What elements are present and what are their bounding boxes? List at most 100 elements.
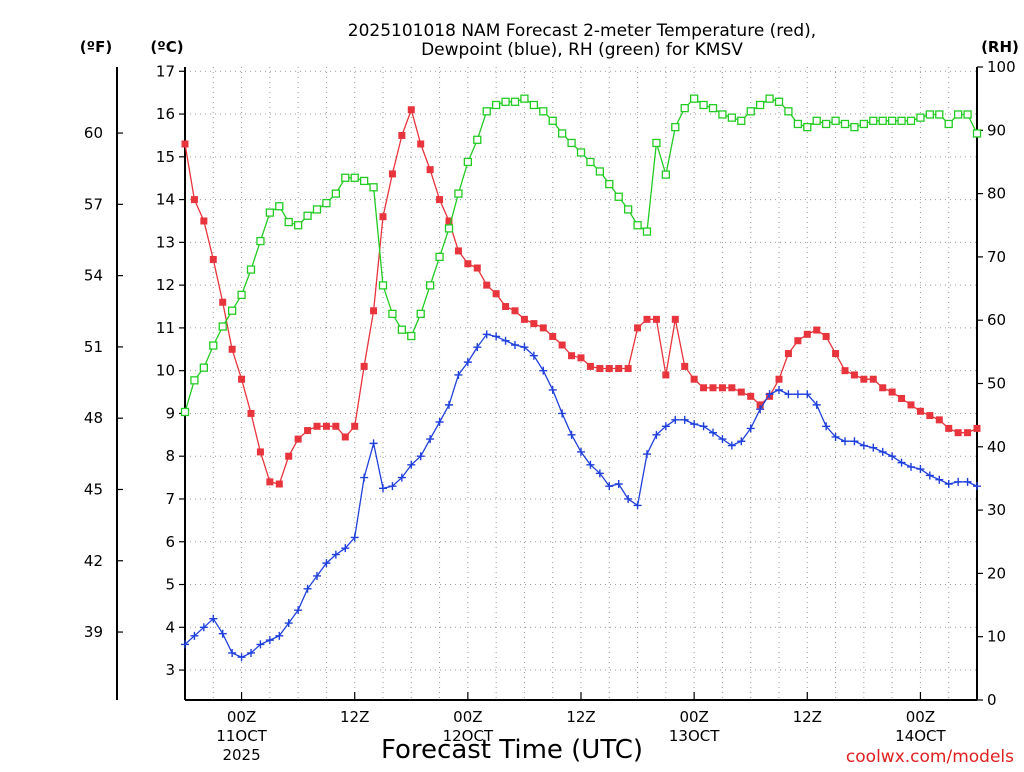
rh-point bbox=[256, 236, 265, 246]
rh-point bbox=[218, 322, 227, 331]
fahrenheit-tick-label: 39 bbox=[84, 623, 103, 641]
dewpoint-point bbox=[209, 614, 218, 623]
temperature-point bbox=[643, 315, 651, 323]
dewpoint-point bbox=[435, 417, 444, 426]
rh-point bbox=[633, 221, 642, 230]
dewpoint-point bbox=[492, 332, 501, 341]
rh-point bbox=[180, 407, 190, 417]
x-tick-label: 12Z bbox=[793, 708, 822, 726]
temperature-point bbox=[756, 401, 764, 409]
dewpoint-point bbox=[737, 437, 746, 446]
temperature-point bbox=[935, 416, 943, 424]
temperature-point bbox=[737, 388, 745, 396]
rh-point bbox=[774, 97, 784, 106]
temperature-point bbox=[256, 448, 264, 456]
temperature-point bbox=[775, 375, 783, 383]
dewpoint-point bbox=[388, 482, 397, 491]
temperature-point bbox=[794, 337, 802, 345]
dewpoint-point bbox=[463, 358, 472, 367]
rh-point bbox=[491, 100, 501, 110]
rh-point bbox=[708, 103, 718, 113]
dewpoint-point bbox=[567, 430, 576, 439]
celsius-tick-label: 15 bbox=[156, 148, 175, 166]
rh-point bbox=[548, 116, 557, 125]
rh-point bbox=[916, 113, 925, 122]
temperature-point bbox=[615, 365, 623, 373]
temperature-point bbox=[181, 140, 189, 148]
temperature-point bbox=[549, 332, 557, 340]
dewpoint-point bbox=[275, 631, 284, 640]
dewpoint-point bbox=[586, 460, 595, 469]
dewpoint-point bbox=[756, 405, 765, 414]
rh-point bbox=[482, 107, 491, 116]
rh-point bbox=[539, 107, 548, 116]
dewpoint-point bbox=[247, 648, 255, 657]
dewpoint-point bbox=[850, 437, 859, 446]
rh-point bbox=[718, 110, 727, 119]
dewpoint-point bbox=[577, 447, 585, 456]
temperature-point bbox=[200, 217, 208, 225]
celsius-tick-label: 4 bbox=[165, 618, 175, 636]
temperature-point bbox=[624, 365, 632, 373]
credit-link[interactable]: coolwx.com/models bbox=[846, 747, 1014, 767]
dewpoint-point bbox=[888, 452, 897, 461]
rh-point bbox=[293, 221, 303, 230]
rh-point bbox=[925, 110, 935, 119]
dewpoint-point bbox=[954, 477, 963, 486]
series-temperature bbox=[181, 106, 981, 488]
temperature-point bbox=[605, 365, 613, 373]
temperature-point bbox=[596, 365, 604, 373]
temperature-point bbox=[898, 394, 906, 402]
temperature-point bbox=[275, 480, 283, 488]
temperature-point bbox=[436, 196, 444, 204]
dewpoint-point bbox=[322, 559, 331, 568]
dewpoint-point bbox=[812, 400, 821, 409]
rh-point bbox=[312, 205, 322, 214]
rh-point bbox=[623, 205, 633, 214]
temperature-point bbox=[860, 375, 868, 383]
dewpoint-point bbox=[341, 544, 350, 553]
temperature-point bbox=[266, 478, 274, 486]
chart-title-line1: 2025101018 NAM Forecast 2-meter Temperat… bbox=[348, 21, 816, 41]
rh-tick-label: 90 bbox=[987, 121, 1006, 139]
temperature-point bbox=[454, 247, 462, 255]
dewpoint-point bbox=[218, 629, 227, 638]
temperature-point bbox=[294, 435, 302, 443]
rh-point bbox=[407, 331, 416, 341]
temperature-point bbox=[426, 166, 434, 174]
rh-point bbox=[699, 100, 708, 110]
dewpoint-point bbox=[237, 653, 246, 662]
series-dewpoint bbox=[181, 330, 981, 662]
dewpoint-point bbox=[765, 390, 774, 399]
rh-tick-label: 60 bbox=[987, 311, 1006, 329]
rh-tick-label: 80 bbox=[987, 185, 1006, 203]
temperature-point bbox=[417, 140, 425, 148]
dewpoint-point bbox=[831, 432, 840, 441]
temperature-point bbox=[520, 315, 528, 323]
fahrenheit-axis-label: (ºF) bbox=[80, 38, 112, 56]
rh-line bbox=[184, 97, 978, 413]
dewpoint-point bbox=[313, 571, 321, 580]
temperature-point bbox=[850, 371, 858, 379]
rh-point bbox=[341, 173, 350, 182]
rh-point bbox=[972, 129, 982, 138]
rh-point bbox=[680, 103, 689, 113]
temperature-point bbox=[879, 384, 887, 392]
dewpoint-point bbox=[907, 462, 915, 471]
rh-point bbox=[567, 138, 576, 148]
rh-point bbox=[746, 107, 755, 116]
dewpoint-point bbox=[935, 475, 944, 484]
temperature-point bbox=[803, 330, 811, 338]
dewpoint-point bbox=[482, 330, 491, 339]
dewpoint-point bbox=[379, 484, 387, 493]
rh-point bbox=[425, 281, 435, 290]
temperature-point bbox=[407, 106, 415, 114]
dewpoint-point bbox=[897, 458, 906, 467]
fahrenheit-tick-label: 51 bbox=[84, 338, 103, 356]
temperature-point bbox=[379, 213, 387, 221]
celsius-tick-label: 6 bbox=[165, 533, 175, 551]
celsius-tick-label: 11 bbox=[156, 319, 175, 337]
rh-point bbox=[378, 281, 388, 290]
fahrenheit-tick-label: 48 bbox=[84, 409, 103, 427]
rh-point bbox=[520, 94, 529, 103]
